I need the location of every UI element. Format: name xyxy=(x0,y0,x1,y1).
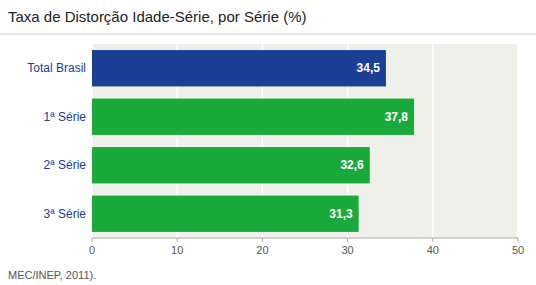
grid-line xyxy=(432,44,434,238)
grid-line xyxy=(517,44,519,238)
tick-label: 20 xyxy=(256,244,268,256)
category-label: 3ª Série xyxy=(44,207,87,221)
tick-mark xyxy=(432,238,433,242)
tick-label: 50 xyxy=(512,244,524,256)
bar xyxy=(92,147,370,183)
plot-background xyxy=(92,44,518,238)
bar xyxy=(92,99,414,135)
data-label: 34,5 xyxy=(357,61,381,75)
data-label: 37,8 xyxy=(385,110,409,124)
tick-label: 10 xyxy=(171,244,183,256)
category-label: Total Brasil xyxy=(27,61,86,75)
data-label: 31,3 xyxy=(329,207,353,221)
bars xyxy=(92,50,414,232)
tick-label: 0 xyxy=(89,244,95,256)
tick-label: 30 xyxy=(341,244,353,256)
x-axis-line xyxy=(92,238,518,239)
tick-label: 40 xyxy=(427,244,439,256)
bar xyxy=(92,196,359,232)
category-label: 1ª Série xyxy=(44,110,87,124)
title: Taxa de Distorção Idade-Série, por Série… xyxy=(8,8,306,25)
chart-svg: Taxa de Distorção Idade-Série, por Série… xyxy=(0,0,536,285)
chart-container: Taxa de Distorção Idade-Série, por Série… xyxy=(0,0,536,285)
tick-mark xyxy=(177,238,178,242)
bar xyxy=(92,50,386,86)
title-rule xyxy=(0,34,536,35)
data-label: 32,6 xyxy=(340,158,364,172)
tick-mark xyxy=(518,238,519,242)
tick-mark xyxy=(92,238,93,242)
tick-mark xyxy=(262,238,263,242)
category-label: 2ª Série xyxy=(44,158,87,172)
footer: MEC/INEP, 2011). xyxy=(8,269,96,281)
tick-mark xyxy=(347,238,348,242)
